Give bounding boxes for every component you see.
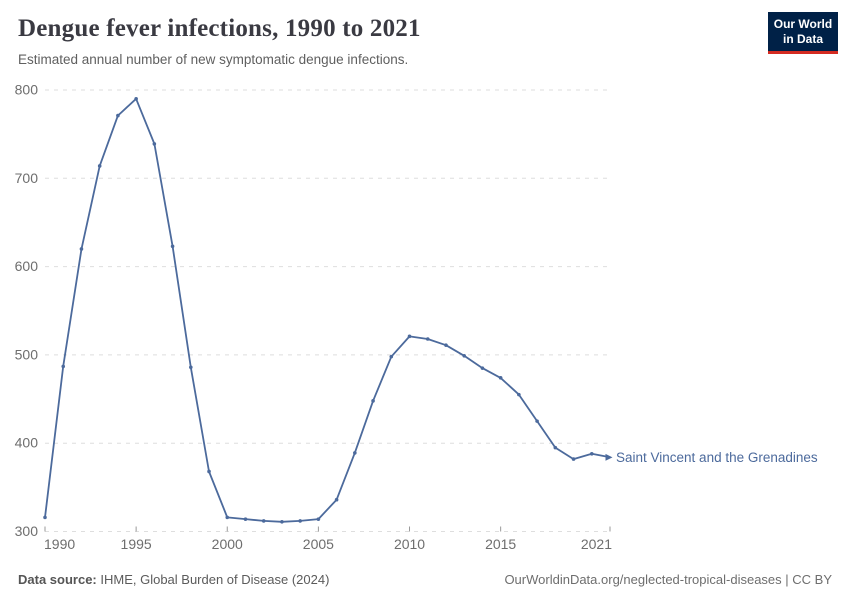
data-point-2015[interactable] [498,376,503,380]
data-point-1991[interactable] [61,364,66,369]
data-point-2011[interactable] [425,337,430,341]
data-point-1994[interactable] [116,113,120,118]
data-point-2006[interactable] [334,497,339,502]
y-axis-label-800: 800 [15,82,39,98]
y-axis-label-600: 600 [15,258,39,274]
data-source: Data source: IHME, Global Burden of Dise… [18,572,329,587]
data-point-1993[interactable] [97,164,102,168]
x-axis-label-2021: 2021 [581,536,612,552]
gridlines [45,89,607,532]
data-point-2020[interactable] [589,451,594,456]
data-point-1997[interactable] [170,244,175,249]
series-end-arrow-icon [605,453,613,461]
y-axis-labels: 300 400 500 600 700 800 [15,82,39,540]
data-point-2018[interactable] [553,445,558,450]
data-point-2001[interactable] [243,517,248,521]
data-series[interactable] [43,97,613,524]
owid-logo[interactable]: Our World in Data [768,12,838,54]
chart-title: Dengue fever infections, 1990 to 2021 [18,15,421,42]
y-axis-label-300: 300 [15,523,39,539]
data-point-1996[interactable] [152,142,157,146]
data-point-2009[interactable] [389,354,394,359]
data-point-2012[interactable] [444,343,448,347]
y-axis-label-400: 400 [15,435,39,451]
data-source-text: IHME, Global Burden of Disease (2024) [96,572,330,587]
chart-subtitle: Estimated annual number of new symptomat… [18,52,409,67]
owid-logo-line1: Our World [773,17,833,31]
chart-header: Dengue fever infections, 1990 to 2021 Es… [18,15,750,67]
x-axis-label-1990: 1990 [44,536,75,552]
data-point-2019[interactable] [571,457,576,461]
data-point-2008[interactable] [371,399,375,403]
data-point-1998[interactable] [189,365,193,370]
data-point-1992[interactable] [79,247,84,251]
x-axis-label-2000: 2000 [212,536,243,552]
data-point-2007[interactable] [353,451,357,455]
data-point-2014[interactable] [480,366,485,370]
data-point-1999[interactable] [207,469,211,474]
y-axis-label-500: 500 [15,346,39,362]
x-axis-label-2010: 2010 [394,536,425,552]
data-point-2002[interactable] [261,519,266,523]
data-point-2013[interactable] [462,353,466,358]
data-point-1990[interactable] [43,515,47,520]
data-line[interactable] [44,97,611,523]
series-label[interactable]: Saint Vincent and the Grenadines [616,450,818,465]
owid-logo-line2: in Data [782,32,823,46]
data-point-2016[interactable] [517,392,521,397]
x-axis-label-1995: 1995 [121,536,152,552]
data-point-2000[interactable] [225,515,230,520]
x-axis-ticks [44,526,611,532]
data-point-2017[interactable] [535,419,539,423]
data-point-2003[interactable] [280,519,284,524]
x-axis-labels: 1990 1995 2000 2005 2010 2015 2021 [44,536,612,552]
data-point-2004[interactable] [298,519,302,523]
data-point-1995[interactable] [134,97,138,101]
footer-link[interactable]: OurWorldinData.org/neglected-tropical-di… [504,572,832,587]
x-axis-label-2005: 2005 [303,536,334,552]
chart-footer: Data source: IHME, Global Burden of Dise… [18,572,832,587]
y-axis-label-700: 700 [15,170,39,186]
x-axis-label-2015: 2015 [485,536,516,552]
data-source-label: Data source: [18,572,97,587]
data-point-2005[interactable] [316,517,321,521]
data-point-2010[interactable] [407,334,412,339]
